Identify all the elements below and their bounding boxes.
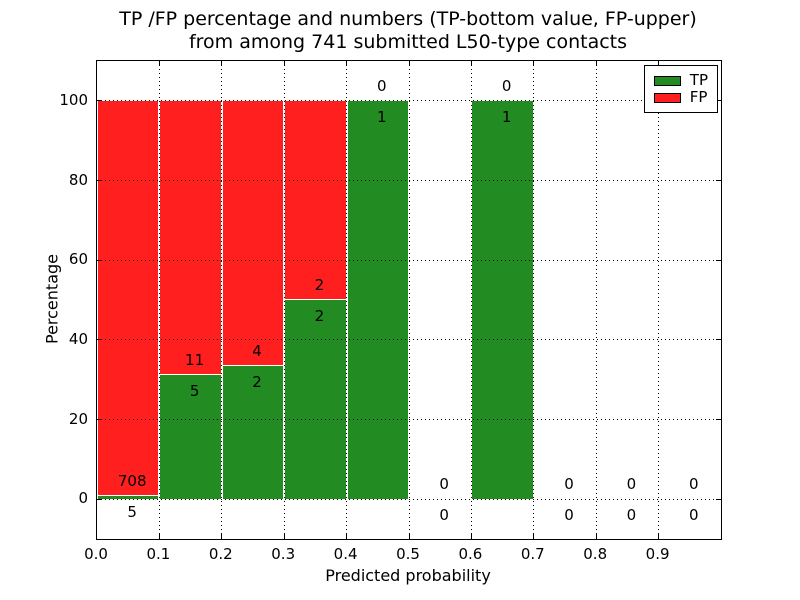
bar-count-fp: 4 — [252, 342, 262, 361]
x-tick-bottom — [283, 534, 285, 539]
legend-swatch-tp — [653, 75, 681, 86]
x-tick-label: 0.6 — [458, 545, 483, 563]
plot-area: TP FP 708 5 11 5 4 2 2 2 0 1 0 0 0 1 0 0 0 0 0 0 — [96, 60, 722, 540]
y-tick-label: 40 — [68, 329, 88, 348]
gridline-x — [658, 61, 660, 539]
y-tick-label: 80 — [68, 170, 88, 189]
chart-title-line1: TP /FP percentage and numbers (TP-bottom… — [119, 8, 697, 30]
bar-count-tp: 5 — [189, 381, 200, 400]
gridline-x — [283, 61, 285, 539]
x-tick-top — [595, 61, 597, 66]
y-tick-right — [716, 339, 721, 341]
bar-count-tp: 0 — [626, 506, 637, 525]
y-tick-left — [97, 498, 102, 500]
y-tick-left — [97, 100, 102, 102]
legend-entry-tp: TP — [653, 71, 708, 89]
y-tick-right — [716, 498, 721, 500]
bar-count-fp: 0 — [377, 76, 387, 95]
x-tick-top — [158, 61, 160, 66]
y-tick-label: 20 — [68, 409, 88, 428]
chart-title: TP /FP percentage and numbers (TP-bottom… — [96, 8, 720, 54]
legend-swatch-fp — [653, 92, 681, 103]
y-tick-label: 60 — [68, 250, 88, 269]
x-tick-bottom — [158, 534, 160, 539]
legend-label-fp: FP — [689, 88, 708, 106]
x-tick-bottom — [408, 534, 410, 539]
y-tick-left — [97, 419, 102, 420]
y-tick-label: 100 — [59, 90, 88, 109]
y-tick-left — [97, 339, 102, 341]
x-tick-bottom — [346, 534, 348, 539]
legend-entry-fp: FP — [653, 88, 708, 106]
bar-tp — [222, 366, 284, 500]
x-tick-top — [346, 61, 348, 66]
bar-count-fp: 2 — [314, 276, 325, 294]
bar-count-fp: 0 — [439, 475, 449, 494]
y-tick-left — [97, 180, 102, 181]
x-tick-bottom — [470, 534, 472, 539]
gridline-x — [470, 61, 472, 539]
legend: TP FP — [643, 65, 718, 113]
x-tick-bottom — [221, 534, 223, 539]
bar-count-tp: 1 — [501, 107, 512, 126]
bar-count-fp: 0 — [689, 475, 699, 494]
bar-count-tp: 0 — [439, 506, 449, 525]
x-tick-top — [658, 61, 660, 66]
x-tick-label: 0.5 — [396, 545, 420, 563]
bar-count-fp: 0 — [501, 76, 512, 95]
bar-count-tp: 0 — [564, 506, 574, 525]
x-tick-top — [221, 61, 223, 66]
bar-fp — [222, 100, 284, 366]
gridline-x — [408, 61, 410, 539]
bar-count-tp: 2 — [252, 373, 262, 392]
chart-title-line2: from among 741 submitted L50-type contac… — [188, 31, 628, 53]
bar-fp — [98, 100, 159, 496]
gridline-x — [158, 61, 160, 539]
y-tick-right — [716, 259, 721, 261]
gridline-x — [533, 61, 535, 539]
x-tick-label: 0.2 — [208, 545, 233, 563]
x-tick-label: 0.9 — [645, 545, 670, 563]
y-tick-right — [716, 100, 721, 102]
x-tick-label: 0.4 — [333, 545, 358, 563]
gridline-x — [346, 61, 348, 539]
y-tick-label: 0 — [78, 489, 88, 508]
bar-fp — [285, 100, 346, 299]
bar-tp — [472, 100, 533, 500]
x-tick-label: 0.1 — [146, 545, 171, 563]
bar-tp — [160, 374, 221, 500]
bar-tp — [98, 496, 159, 500]
y-tick-left — [97, 259, 102, 261]
x-tick-bottom — [658, 534, 660, 539]
bar-tp — [285, 300, 346, 500]
x-tick-label: 0.7 — [520, 545, 545, 563]
bar-count-fp: 11 — [185, 350, 205, 369]
gridline-x — [595, 61, 597, 539]
bar-count-fp: 0 — [626, 475, 637, 494]
gridline-x — [221, 61, 223, 539]
legend-label-tp: TP — [689, 71, 708, 89]
bar-count-tp: 1 — [377, 107, 387, 126]
bar-tp — [347, 100, 408, 500]
bar-count-tp: 2 — [314, 307, 325, 325]
bar-fp — [160, 100, 221, 374]
bar-count-fp: 708 — [117, 472, 147, 491]
bar-count-fp: 0 — [564, 475, 574, 494]
x-tick-label: 0.0 — [84, 545, 108, 563]
x-tick-label: 0.8 — [583, 545, 608, 563]
x-tick-bottom — [533, 534, 535, 539]
bar-count-tp: 5 — [127, 503, 137, 522]
x-tick-top — [283, 61, 285, 66]
bar-count-tp: 0 — [689, 506, 699, 525]
x-tick-top — [533, 61, 535, 66]
x-axis-label: Predicted probability — [325, 566, 491, 585]
x-tick-top — [470, 61, 472, 66]
y-tick-right — [716, 180, 721, 181]
x-tick-label: 0.3 — [271, 545, 296, 563]
x-tick-top — [408, 61, 410, 66]
x-tick-bottom — [595, 534, 597, 539]
y-tick-right — [716, 419, 721, 420]
